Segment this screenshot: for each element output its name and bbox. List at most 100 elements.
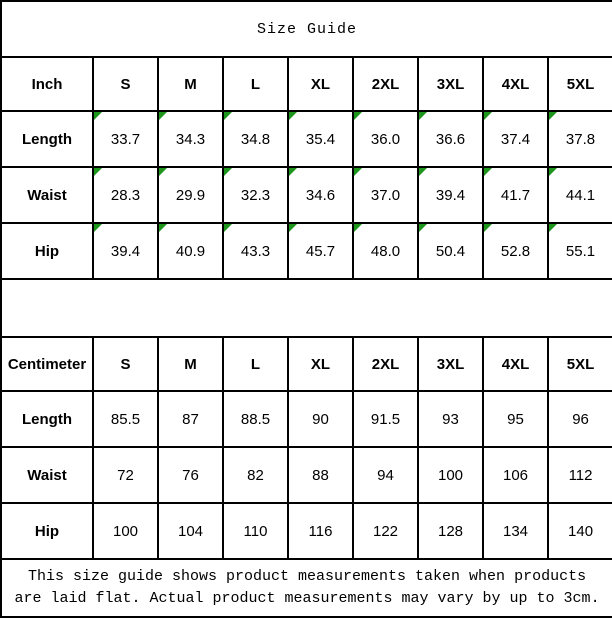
measurement-value: 37.8 — [565, 130, 596, 148]
size-header-2xl: 2XL — [352, 336, 419, 392]
measurement-value: 32.3 — [240, 186, 271, 204]
measurement-cell: 87 — [157, 390, 224, 448]
measurement-cell: 112 — [546, 446, 612, 504]
measurement-value: 33.7 — [110, 130, 141, 148]
footer-note: This size guide shows product measuremen… — [0, 558, 612, 618]
measurement-value: 36.6 — [435, 130, 466, 148]
error-triangle-icon — [225, 169, 232, 176]
measurement-cell: 90 — [287, 390, 354, 448]
measurement-cell: 93 — [417, 390, 484, 448]
measurement-cell: 36.0 — [352, 110, 419, 168]
error-triangle-icon — [160, 169, 167, 176]
title-row: Size Guide — [0, 0, 612, 58]
measurement-cell: 33.7 — [92, 110, 159, 168]
measurement-value: 55.1 — [565, 242, 596, 260]
measurement-value: 43.3 — [240, 242, 271, 260]
measurement-value: 39.4 — [435, 186, 466, 204]
measurement-cell: 34.8 — [222, 110, 289, 168]
measurement-cell: 100 — [92, 502, 159, 560]
measurement-cell: 76 — [157, 446, 224, 504]
table-row-inch-hip: Hip 39.4 40.9 43.3 45.7 48.0 50.4 52.8 5… — [0, 222, 612, 280]
measurement-cell: 95 — [482, 390, 549, 448]
measurement-cell: 28.3 — [92, 166, 159, 224]
measurement-cell: 104 — [157, 502, 224, 560]
measurement-value: 44.1 — [565, 186, 596, 204]
measurement-cell: 41.7 — [482, 166, 549, 224]
size-header-xl: XL — [287, 336, 354, 392]
size-header-m: M — [157, 336, 224, 392]
measurement-value: 29.9 — [175, 186, 206, 204]
error-triangle-icon — [290, 113, 297, 120]
measurement-value: 41.7 — [500, 186, 531, 204]
measurement-value: 28.3 — [110, 186, 141, 204]
measurement-cell: 82 — [222, 446, 289, 504]
inch-header-row: Inch S M L XL 2XL 3XL 4XL 5XL — [0, 56, 612, 112]
table-row-cm-hip: Hip 100 104 110 116 122 128 134 140 — [0, 502, 612, 560]
size-header-l: L — [222, 56, 289, 112]
measurement-cell: 39.4 — [417, 166, 484, 224]
size-header-3xl: 3XL — [417, 56, 484, 112]
measurement-cell: 44.1 — [546, 166, 612, 224]
gap-row — [0, 278, 612, 338]
measurement-value: 35.4 — [305, 130, 336, 148]
measurement-value: 45.7 — [305, 242, 336, 260]
error-triangle-icon — [550, 113, 557, 120]
table-row-cm-waist: Waist 72 76 82 88 94 100 106 112 — [0, 446, 612, 504]
measurement-cell: 37.0 — [352, 166, 419, 224]
error-triangle-icon — [355, 113, 362, 120]
measurement-cell: 128 — [417, 502, 484, 560]
measurement-cell: 85.5 — [92, 390, 159, 448]
measurement-value: 36.0 — [370, 130, 401, 148]
error-triangle-icon — [290, 225, 297, 232]
measurement-cell: 88 — [287, 446, 354, 504]
measurement-cell: 55.1 — [546, 222, 612, 280]
table-row-inch-length: Length 33.7 34.3 34.8 35.4 36.0 36.6 37.… — [0, 110, 612, 168]
error-triangle-icon — [160, 113, 167, 120]
measurement-value: 34.6 — [305, 186, 336, 204]
measurement-cell: 29.9 — [157, 166, 224, 224]
measurement-value: 40.9 — [175, 242, 206, 260]
row-label: Length — [0, 110, 94, 168]
table-row-cm-length: Length 85.5 87 88.5 90 91.5 93 95 96 — [0, 390, 612, 448]
measurement-cell: 100 — [417, 446, 484, 504]
measurement-cell: 140 — [546, 502, 612, 560]
measurement-cell: 48.0 — [352, 222, 419, 280]
size-header-5xl: 5XL — [546, 56, 612, 112]
unit-label-centimeter: Centimeter — [0, 336, 94, 392]
cm-header-row: Centimeter S M L XL 2XL 3XL 4XL 5XL — [0, 336, 612, 392]
error-triangle-icon — [95, 113, 102, 120]
measurement-cell: 34.3 — [157, 110, 224, 168]
measurement-value: 34.8 — [240, 130, 271, 148]
error-triangle-icon — [550, 169, 557, 176]
size-header-xl: XL — [287, 56, 354, 112]
size-header-5xl: 5XL — [546, 336, 612, 392]
row-label: Hip — [0, 222, 94, 280]
measurement-cell: 72 — [92, 446, 159, 504]
error-triangle-icon — [355, 225, 362, 232]
measurement-cell: 35.4 — [287, 110, 354, 168]
error-triangle-icon — [355, 169, 362, 176]
error-triangle-icon — [95, 225, 102, 232]
measurement-cell: 96 — [546, 390, 612, 448]
measurement-cell: 94 — [352, 446, 419, 504]
measurement-value: 34.3 — [175, 130, 206, 148]
row-label: Waist — [0, 446, 94, 504]
measurement-value: 52.8 — [500, 242, 531, 260]
measurement-cell: 110 — [222, 502, 289, 560]
measurement-value: 37.4 — [500, 130, 531, 148]
measurement-cell: 91.5 — [352, 390, 419, 448]
measurement-cell: 50.4 — [417, 222, 484, 280]
measurement-cell: 88.5 — [222, 390, 289, 448]
error-triangle-icon — [550, 225, 557, 232]
error-triangle-icon — [485, 169, 492, 176]
measurement-cell: 37.8 — [546, 110, 612, 168]
empty-spacer — [0, 278, 612, 338]
row-label: Hip — [0, 502, 94, 560]
error-triangle-icon — [420, 113, 427, 120]
unit-label-inch: Inch — [0, 56, 94, 112]
measurement-cell: 39.4 — [92, 222, 159, 280]
measurement-cell: 122 — [352, 502, 419, 560]
error-triangle-icon — [485, 225, 492, 232]
